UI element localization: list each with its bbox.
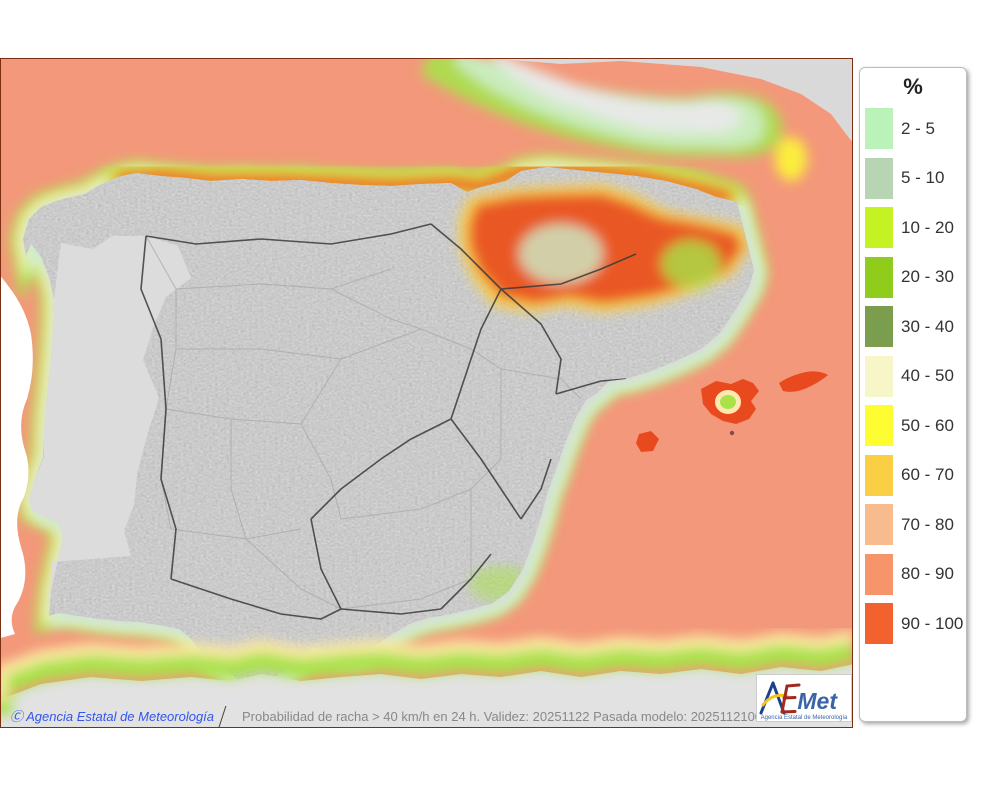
svg-text:Met: Met: [797, 688, 838, 714]
svg-text:Agencia Estatal de Meteorologí: Agencia Estatal de Meteorología: [761, 715, 848, 721]
